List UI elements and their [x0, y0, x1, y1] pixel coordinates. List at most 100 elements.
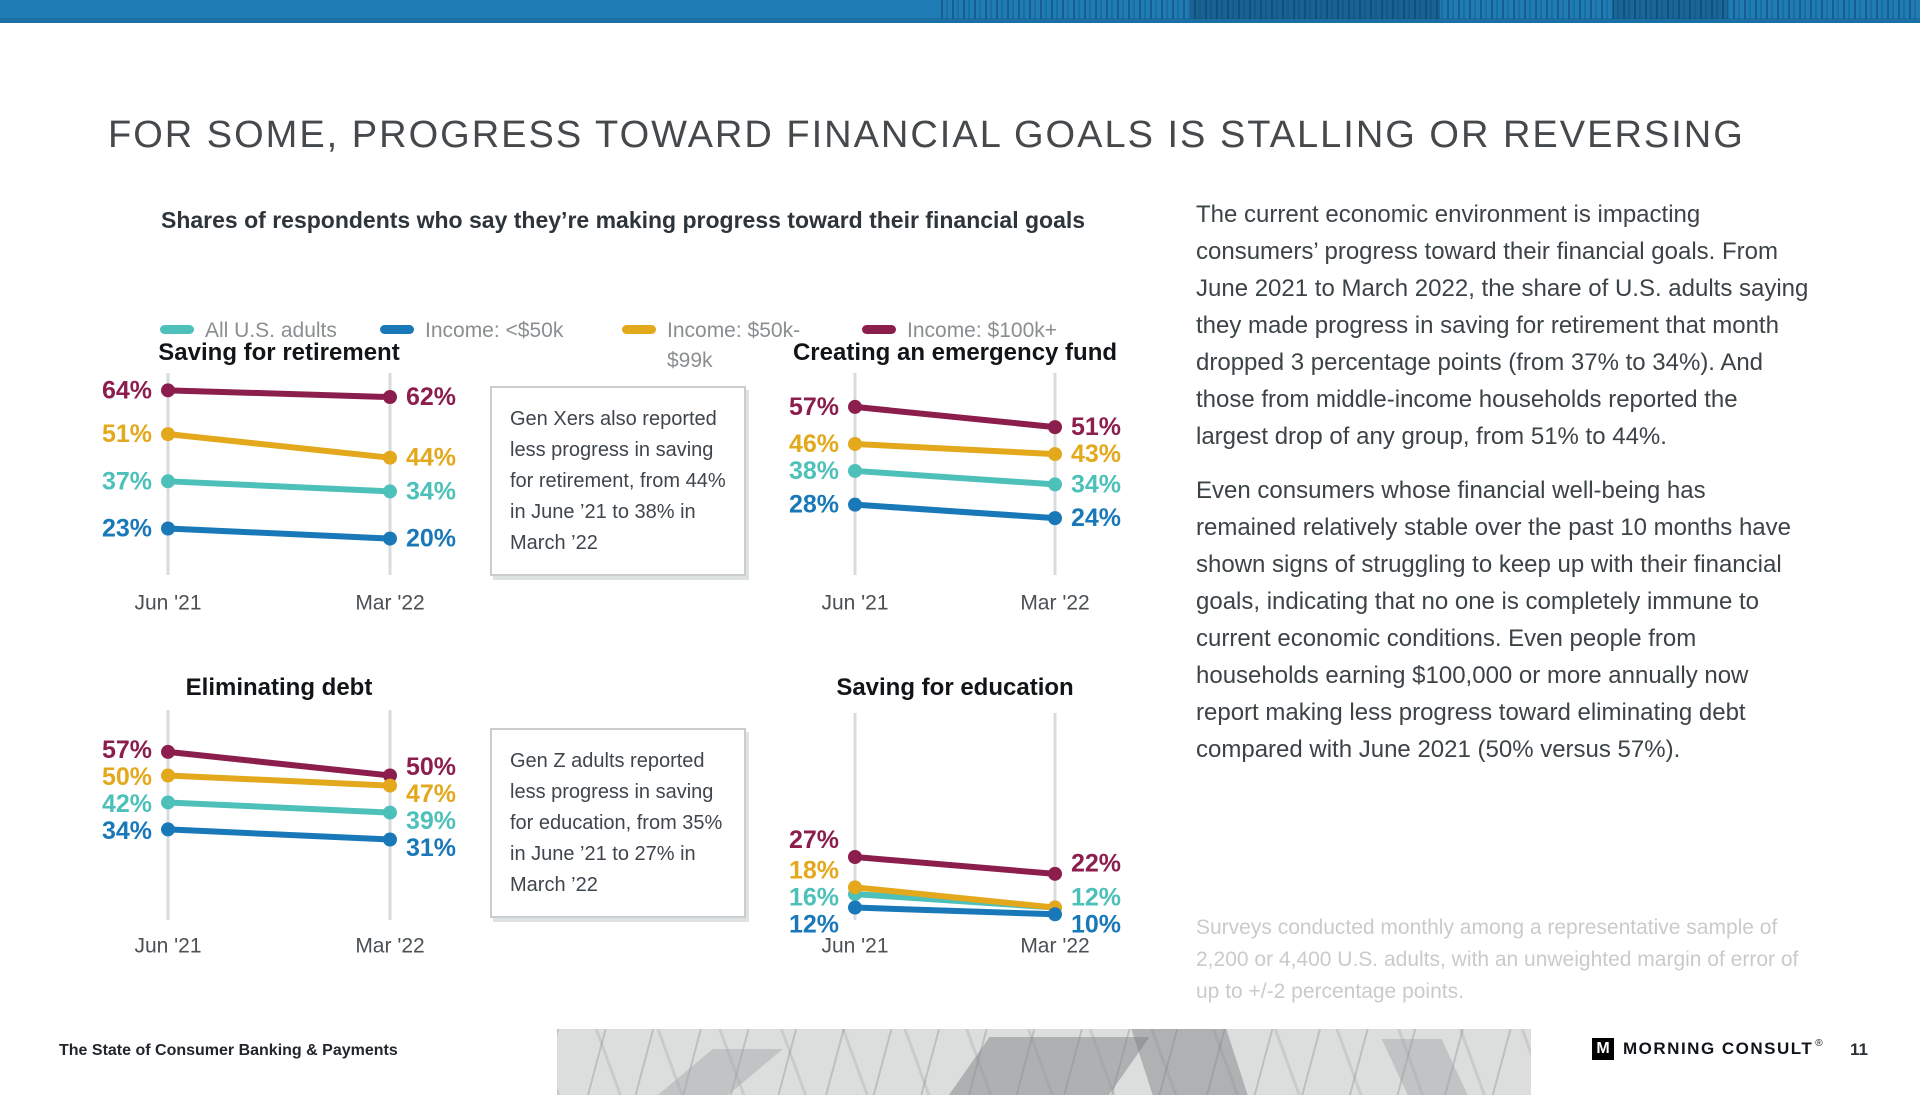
data-point [1048, 477, 1062, 492]
page-title: FOR SOME, PROGRESS TOWARD FINANCIAL GOAL… [108, 114, 1745, 156]
value-label: 46% [789, 430, 839, 458]
value-label: 23% [102, 514, 152, 542]
top-bar-texture [940, 0, 1920, 19]
axis-tick-label: Mar '22 [1020, 592, 1089, 615]
legend-item: Income: $50k- $99k [622, 316, 800, 376]
value-label: 62% [406, 383, 456, 411]
chart-group-subtitle: Shares of respondents who say they’re ma… [161, 207, 1086, 233]
legend-label: Income: <$50k [425, 319, 564, 342]
data-point [161, 474, 175, 489]
commentary-paragraph-1: The current economic environment is impa… [1196, 201, 1809, 450]
value-label: 27% [789, 826, 839, 854]
top-accent-bar [0, 0, 1920, 23]
value-label: 42% [102, 790, 152, 818]
strip-decoration [1381, 1039, 1473, 1095]
data-point [161, 521, 175, 536]
value-label: 50% [406, 753, 456, 781]
callout-gen-x: Gen Xers also reported less progress in … [490, 386, 746, 576]
registered-mark: ® [1815, 1037, 1823, 1049]
series-line [165, 772, 393, 789]
value-label: 38% [789, 457, 839, 485]
data-point [383, 390, 397, 405]
value-label: 39% [406, 807, 456, 835]
series-line [852, 884, 1058, 911]
value-label: 12% [1071, 883, 1121, 911]
brand-name: MORNING CONSULT [1623, 1039, 1814, 1058]
source-note: Surveys conducted monthly among a repres… [1196, 916, 1799, 1003]
legend-item: Income: $100k+ [862, 316, 1057, 346]
data-point [848, 463, 862, 478]
data-point [848, 497, 862, 512]
legend-swatch [160, 325, 194, 334]
data-point [383, 778, 397, 793]
axis-tick-label: Mar '22 [355, 592, 424, 615]
data-point [848, 900, 862, 915]
data-point [161, 744, 175, 759]
chart-creating-an-emergency-fund: Creating an emergency fund 57% 46%38% 28% 51… [789, 339, 1121, 615]
series-line [852, 467, 1058, 488]
value-label: 64% [102, 376, 152, 404]
series-line [165, 431, 393, 461]
legend-item: Income: <$50k [380, 316, 563, 346]
data-point [161, 768, 175, 783]
value-label: 34% [1071, 470, 1121, 498]
series-line [165, 478, 393, 495]
data-point [1048, 511, 1062, 526]
chart-saving-for-education: Saving for education27%18%16%12%22%12%10… [789, 674, 1121, 958]
series-line [852, 854, 1058, 877]
value-label: 31% [406, 834, 456, 862]
data-point [383, 768, 397, 783]
axis-tick-label: Mar '22 [1020, 935, 1089, 958]
series-line [852, 501, 1058, 522]
series-line [165, 799, 393, 816]
data-point [161, 822, 175, 837]
value-label: 51% [1071, 413, 1121, 441]
value-label: 57% [102, 736, 152, 764]
series-line [165, 826, 393, 843]
axis-tick-label: Jun '21 [821, 935, 888, 958]
morning-consult-logo: M MORNING CONSULT ® [1592, 1038, 1823, 1060]
chart-title: Creating an emergency fund [793, 339, 1117, 366]
value-label: 50% [102, 763, 152, 791]
axis-tick-label: Jun '21 [821, 592, 888, 615]
strip-decoration [641, 1049, 783, 1095]
footer-image-strip [557, 1029, 1531, 1095]
callout-gen-z: Gen Z adults reported less progress in s… [490, 728, 746, 918]
value-label: 12% [789, 910, 839, 938]
data-point [848, 880, 862, 895]
value-label: 18% [789, 856, 839, 884]
series-line [852, 904, 1058, 918]
strip-decoration [1131, 1029, 1248, 1095]
commentary-paragraph-2: Even consumers whose financial well-bein… [1196, 477, 1791, 763]
data-point [383, 450, 397, 465]
morning-consult-logo-icon: M [1592, 1038, 1614, 1060]
data-point [383, 531, 397, 546]
value-label: 44% [406, 444, 456, 472]
legend-label: Income: $100k+ [907, 319, 1058, 342]
value-label: 22% [1071, 850, 1121, 878]
top-bar-texture [1190, 0, 1440, 19]
value-label: 43% [1071, 440, 1121, 468]
value-label: 57% [789, 393, 839, 421]
report-title-footer: The State of Consumer Banking & Payments [59, 1042, 398, 1059]
data-point [1048, 866, 1062, 881]
chart-title: Eliminating debt [186, 674, 373, 701]
chart-eliminating-debt: Eliminating debt57%50%42%34%50%47%39%31%… [102, 674, 456, 958]
series-line [165, 748, 393, 779]
data-point [383, 832, 397, 847]
value-label: 24% [1071, 504, 1121, 532]
value-label: 37% [102, 467, 152, 495]
page-number: 11 [1850, 1040, 1868, 1059]
data-point [1048, 907, 1062, 922]
data-point [161, 795, 175, 810]
data-point [383, 484, 397, 499]
legend-item: All U.S. adults [160, 316, 337, 346]
series-line [852, 403, 1058, 431]
legend-swatch [622, 325, 656, 334]
data-point [848, 436, 862, 451]
legend-swatch [380, 325, 414, 334]
data-point [1048, 447, 1062, 462]
axis-tick-label: Mar '22 [355, 935, 424, 958]
